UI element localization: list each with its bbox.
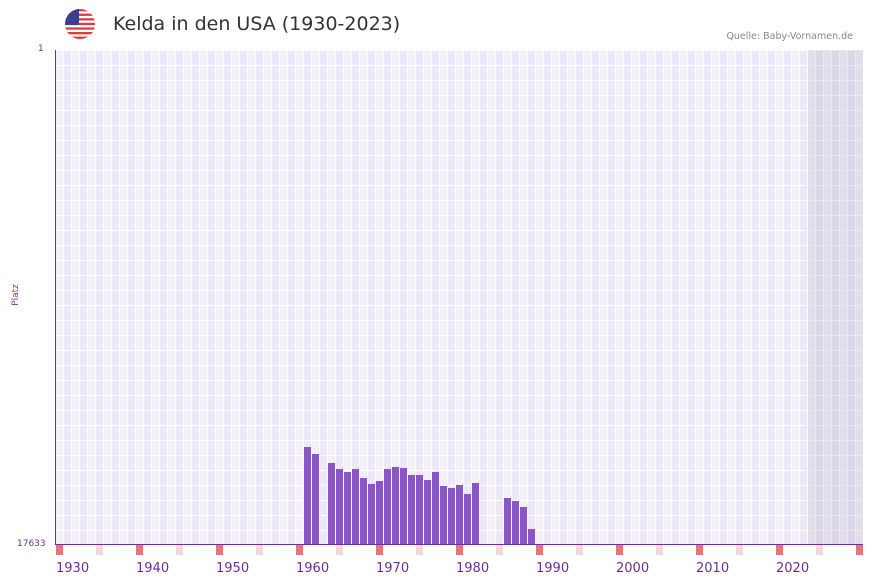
decade-tick-2030 [856, 545, 863, 555]
x-label-1940: 1940 [136, 561, 170, 576]
bar-1986[interactable] [504, 498, 511, 545]
bar-1974[interactable] [408, 475, 415, 545]
bar-1962[interactable] [312, 454, 319, 545]
x-axis-line [55, 544, 863, 545]
bar-1982[interactable] [472, 483, 479, 545]
decade-tick-2010 [696, 545, 703, 555]
half-decade-tick-1945 [176, 545, 183, 555]
future-shaded-region [808, 50, 863, 545]
half-decade-tick-2005 [656, 545, 663, 555]
x-label-1990: 1990 [536, 561, 570, 576]
x-label-1930: 1930 [56, 561, 90, 576]
bar-1978[interactable] [440, 486, 447, 545]
bar-1967[interactable] [352, 469, 359, 545]
bar-1988[interactable] [520, 507, 527, 545]
y-axis-line [55, 50, 56, 545]
x-label-1980: 1980 [456, 561, 490, 576]
decade-tick-1960 [296, 545, 303, 555]
bar-1980[interactable] [456, 485, 463, 545]
x-label-2000: 2000 [616, 561, 650, 576]
bar-1971[interactable] [384, 469, 391, 545]
half-decade-tick-1955 [256, 545, 263, 555]
decade-tick-1950 [216, 545, 223, 555]
page-title: Kelda in den USA (1930-2023) [113, 13, 401, 35]
half-decade-tick-1965 [336, 545, 343, 555]
bar-1968[interactable] [360, 478, 367, 545]
decade-tick-1970 [376, 545, 383, 555]
bar-1961[interactable] [304, 447, 311, 545]
chart-grid [55, 50, 863, 545]
decade-tick-2020 [776, 545, 783, 555]
y-axis-title: Platz [11, 284, 21, 306]
bar-1981[interactable] [464, 494, 471, 545]
bar-1979[interactable] [448, 488, 455, 545]
x-label-2020: 2020 [776, 561, 810, 576]
decade-tick-2000 [616, 545, 623, 555]
bar-1966[interactable] [344, 472, 351, 545]
half-decade-tick-1995 [576, 545, 583, 555]
x-label-1950: 1950 [216, 561, 250, 576]
usa-flag-icon [65, 9, 95, 39]
bar-1969[interactable] [368, 484, 375, 545]
bar-1965[interactable] [336, 469, 343, 545]
bar-1976[interactable] [424, 480, 431, 545]
y-axis-top-label: 1 [38, 44, 44, 54]
bar-1970[interactable] [376, 481, 383, 545]
y-axis-bottom-label: 17633 [17, 539, 46, 549]
half-decade-tick-1935 [96, 545, 103, 555]
x-label-2010: 2010 [696, 561, 730, 576]
half-decade-tick-1975 [416, 545, 423, 555]
bar-1973[interactable] [400, 468, 407, 545]
decade-tick-1930 [56, 545, 63, 555]
chart-plot-area [55, 50, 863, 545]
bar-1977[interactable] [432, 472, 439, 545]
bar-1987[interactable] [512, 501, 519, 545]
bar-1972[interactable] [392, 467, 399, 545]
half-decade-tick-2015 [736, 545, 743, 555]
bar-1989[interactable] [528, 529, 535, 545]
bar-1975[interactable] [416, 475, 423, 545]
bar-1964[interactable] [328, 463, 335, 545]
x-label-1960: 1960 [296, 561, 330, 576]
x-label-1970: 1970 [376, 561, 410, 576]
half-decade-tick-1985 [496, 545, 503, 555]
decade-tick-1980 [456, 545, 463, 555]
decade-tick-1990 [536, 545, 543, 555]
half-decade-tick-2025 [816, 545, 823, 555]
decade-tick-1940 [136, 545, 143, 555]
year-tick-row [55, 545, 863, 555]
source-label: Quelle: Baby-Vornamen.de [726, 31, 853, 42]
